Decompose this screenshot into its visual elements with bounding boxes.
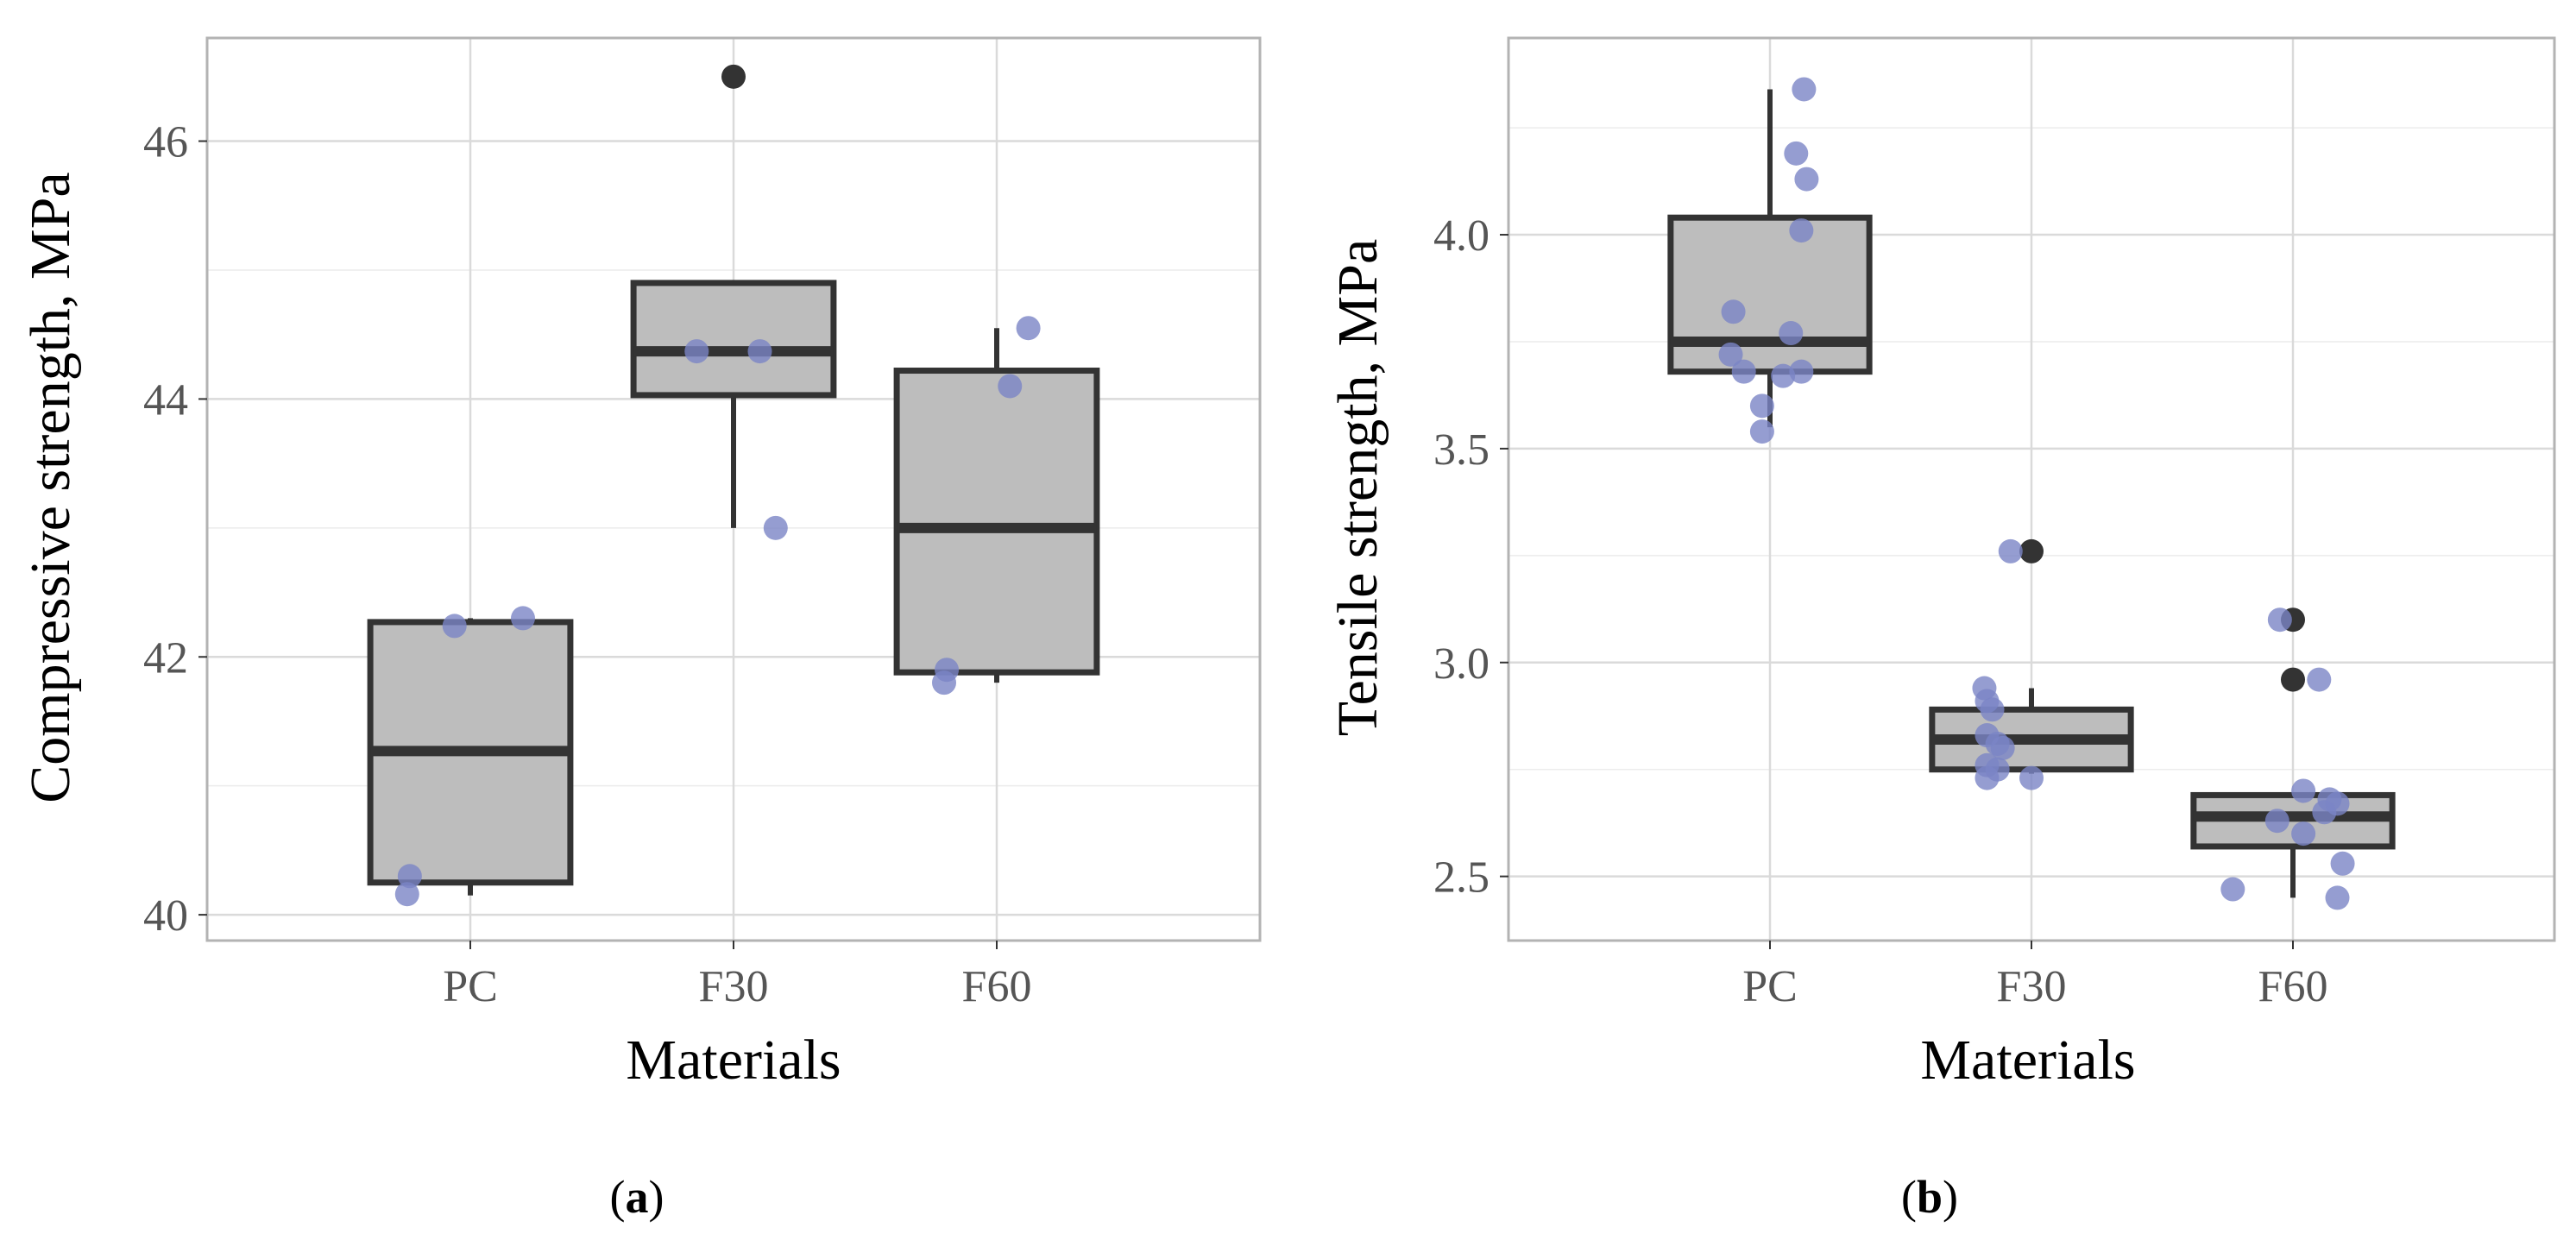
data-point-F30 xyxy=(1985,757,2010,782)
caption-b-close: ) xyxy=(1943,1171,1958,1223)
y-tick-label: 42 xyxy=(143,633,188,683)
y-tick-label: 2.5 xyxy=(1433,853,1490,903)
data-point-F60 xyxy=(2264,809,2289,834)
outlier-point-F30 xyxy=(2019,538,2044,563)
data-point-PC xyxy=(1721,299,1746,324)
data-point-PC xyxy=(1749,393,1774,419)
data-point-PC xyxy=(394,882,419,907)
data-point-F30 xyxy=(1990,735,2015,760)
y-tick-label: 40 xyxy=(143,891,188,941)
x-tick-label: PC xyxy=(443,962,498,1011)
caption-a-letter: a xyxy=(626,1171,649,1223)
data-point-F30 xyxy=(1980,697,2005,722)
data-point-F30 xyxy=(1998,538,2023,563)
caption-a-open: ( xyxy=(610,1171,626,1223)
data-point-F60 xyxy=(2325,885,2350,910)
box-F30 xyxy=(630,280,837,399)
caption-b: (b) xyxy=(1901,1171,1958,1223)
y-axis-title-a: Compressive strength, MPa xyxy=(19,172,82,803)
data-point-PC xyxy=(442,614,467,639)
x-tick-label: F60 xyxy=(2258,962,2328,1011)
x-tick-label: F30 xyxy=(1997,962,2067,1011)
x-tick-label: PC xyxy=(1742,962,1798,1011)
box-F60 xyxy=(893,368,1100,676)
y-tick-label: 44 xyxy=(143,375,188,425)
data-point-PC xyxy=(1749,419,1774,444)
data-point-PC xyxy=(1771,363,1796,388)
data-point-F30 xyxy=(2019,765,2044,790)
outlier-point-F30 xyxy=(721,64,746,89)
data-point-F60 xyxy=(2291,821,2316,847)
y-tick-label: 3.5 xyxy=(1433,425,1490,475)
data-point-PC xyxy=(1789,359,1814,384)
data-point-F60 xyxy=(932,670,956,696)
data-point-PC xyxy=(1779,321,1804,346)
data-point-F60 xyxy=(998,374,1023,399)
x-axis-title-b: Materials xyxy=(1920,1029,2135,1092)
data-point-F30 xyxy=(747,339,772,364)
data-point-F60 xyxy=(1016,316,1041,341)
caption-b-letter: b xyxy=(1917,1171,1943,1223)
outlier-point-F60 xyxy=(2281,667,2305,692)
data-point-PC xyxy=(1731,359,1756,384)
x-axis-title-a: Materials xyxy=(626,1029,841,1092)
data-point-F60 xyxy=(2325,791,2350,816)
panel-b: 2.5 3.0 3.5 4.0 PC F30 F60 xyxy=(1433,36,2556,1011)
y-tick-label: 4.0 xyxy=(1433,211,1490,261)
y-tick-label: 46 xyxy=(143,118,188,167)
x-tick-label: F30 xyxy=(699,962,769,1011)
data-point-F30 xyxy=(763,515,788,540)
data-point-F30 xyxy=(684,339,709,364)
data-point-F60 xyxy=(2330,851,2355,876)
caption-a-close: ) xyxy=(649,1171,664,1223)
caption-a: (a) xyxy=(610,1171,664,1223)
data-point-F60 xyxy=(2291,778,2316,803)
data-point-PC xyxy=(1792,77,1817,102)
caption-b-open: ( xyxy=(1901,1171,1917,1223)
data-point-PC xyxy=(1789,218,1814,243)
data-point-F60 xyxy=(2307,667,2332,692)
data-point-PC xyxy=(1718,342,1743,367)
y-axis-title-b: Tensile strength, MPa xyxy=(1326,239,1389,736)
panel-a: 40 42 44 46 PC F30 F60 xyxy=(143,36,1262,1011)
data-point-PC xyxy=(1784,141,1809,166)
data-point-F60 xyxy=(2267,607,2292,633)
data-point-PC xyxy=(397,864,422,889)
x-tick-label: F60 xyxy=(962,962,1032,1011)
data-point-F60 xyxy=(2220,877,2245,902)
data-point-PC xyxy=(511,606,535,631)
y-tick-label: 3.0 xyxy=(1433,639,1490,689)
box-PC xyxy=(1667,214,1873,375)
data-point-PC xyxy=(1794,167,1819,192)
